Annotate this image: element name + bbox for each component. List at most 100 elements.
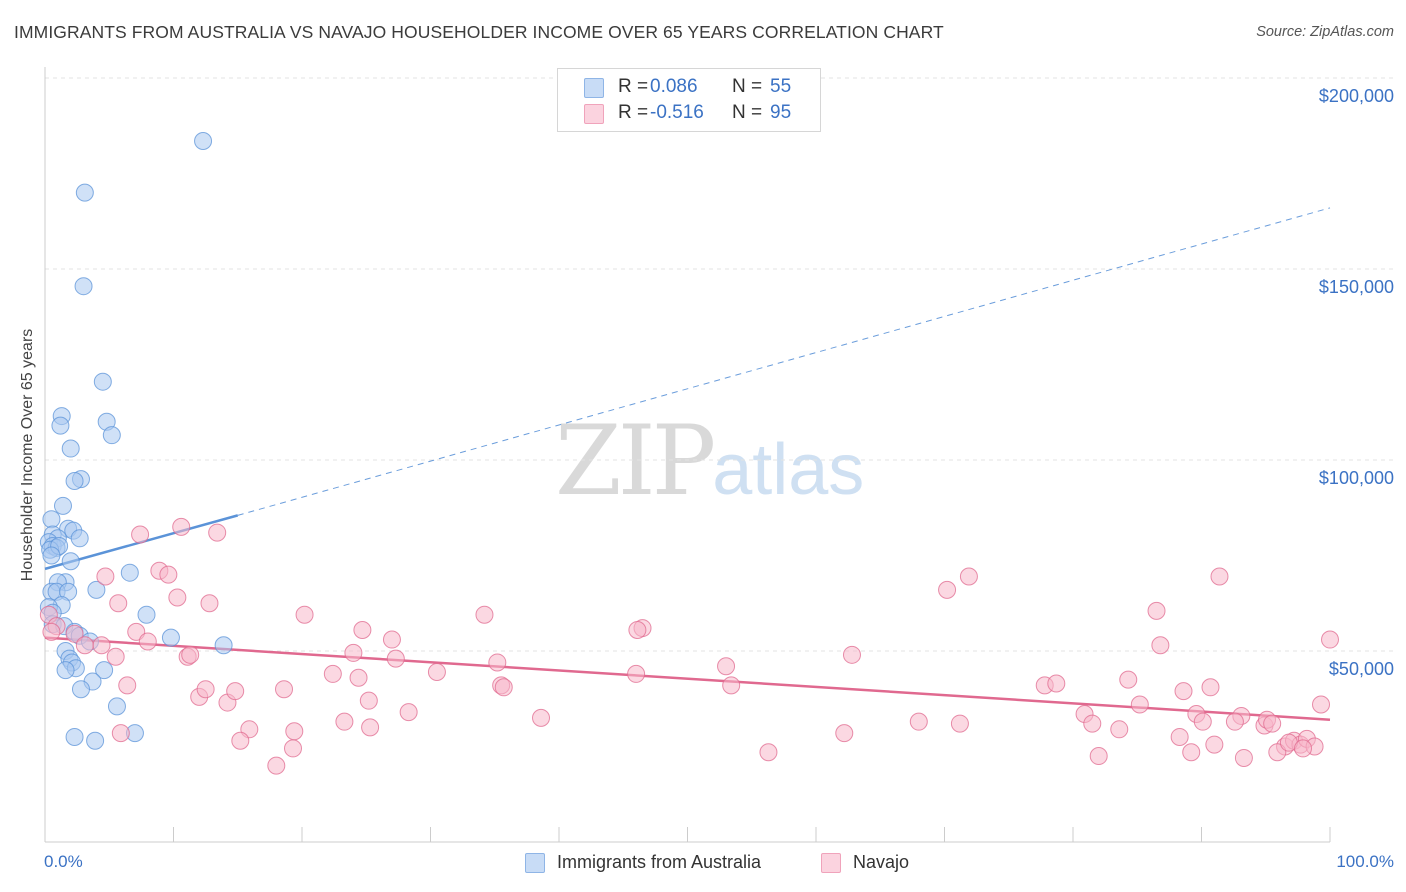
legend-n-label: N = [732, 102, 763, 123]
data-point [285, 722, 304, 741]
y-tick-label-50000: $50,000 [1328, 659, 1394, 679]
trend-lines [44, 207, 1331, 722]
data-point [1083, 714, 1102, 733]
data-point [1225, 712, 1244, 731]
data-point [161, 628, 180, 647]
data-point [137, 605, 156, 624]
bottom-legend-swatch-australia [525, 853, 545, 873]
data-point [159, 565, 178, 584]
axes [44, 67, 1331, 843]
data-point [1182, 743, 1201, 762]
data-point [75, 636, 94, 655]
data-point [181, 645, 200, 664]
data-point [475, 605, 494, 624]
data-point [92, 636, 111, 655]
data-point [131, 525, 150, 544]
y-axis-label: Householder Income Over 65 years [19, 328, 36, 582]
data-point [53, 496, 72, 515]
data-point [1234, 748, 1253, 767]
watermark-atlas: atlas [712, 430, 865, 510]
bottom-legend-label-australia: Immigrants from Australia [557, 852, 762, 872]
bottom-legend-label-navajo: Navajo [853, 852, 910, 872]
data-point [226, 682, 245, 701]
data-point [95, 661, 114, 680]
data-point [231, 731, 250, 750]
data-point [1268, 743, 1287, 762]
legend-n-value: 95 [770, 102, 792, 123]
data-point [909, 712, 928, 731]
data-point [382, 630, 401, 649]
data-point [1110, 720, 1129, 739]
data-point [1170, 727, 1189, 746]
data-point [1321, 630, 1339, 649]
data-point [75, 183, 94, 202]
data-point [1089, 747, 1108, 766]
data-point [168, 588, 187, 607]
data-point [323, 664, 342, 683]
data-point [532, 708, 551, 727]
y-tick-label-200000: $200,000 [1318, 86, 1394, 106]
data-point [1147, 601, 1166, 620]
data-point [106, 647, 125, 666]
data-point [427, 663, 446, 682]
data-point [628, 620, 647, 639]
data-point [835, 724, 854, 743]
data-point [359, 691, 378, 710]
data-point [1130, 695, 1149, 714]
data-point [842, 645, 861, 664]
data-point [717, 657, 736, 676]
data-point [70, 529, 89, 548]
data-point [214, 636, 233, 655]
data-point [107, 697, 126, 716]
data-point [386, 649, 405, 668]
data-point [86, 731, 105, 750]
data-point [172, 517, 191, 536]
data-point [1210, 567, 1229, 586]
data-point [722, 676, 741, 695]
data-point [138, 632, 157, 651]
data-point [61, 552, 80, 571]
data-point [118, 676, 137, 695]
legend: R = 0.086 N = 55 R = -0.516 N = 95 [557, 68, 821, 132]
data-point [111, 724, 130, 743]
legend-swatch-australia [584, 78, 604, 98]
data-point [295, 605, 314, 624]
data-point [120, 563, 139, 582]
data-point [65, 472, 84, 491]
data-point [399, 703, 418, 722]
x-tick-label-min: 0.0% [44, 852, 83, 871]
data-point [196, 680, 215, 699]
data-point [200, 594, 219, 613]
x-tick-label-max: 100.0% [1336, 852, 1394, 871]
data-point [344, 643, 363, 662]
data-point [61, 439, 80, 458]
legend-n-label: N = [732, 76, 763, 97]
legend-r-value: -0.516 [650, 102, 704, 123]
legend-swatch-navajo [584, 104, 604, 124]
legend-r-label: R = [618, 102, 649, 123]
data-point [1294, 739, 1313, 758]
data-point [488, 653, 507, 672]
data-point [127, 622, 146, 641]
chart-title: IMMIGRANTS FROM AUSTRALIA VS NAVAJO HOUS… [14, 22, 944, 42]
bottom-legend-swatch-navajo [821, 853, 841, 873]
data-point [627, 664, 646, 683]
watermark: ZIPatlas [555, 405, 864, 517]
data-point [353, 620, 372, 639]
data-point [71, 680, 90, 699]
data-point [42, 510, 61, 529]
data-point [1263, 714, 1282, 733]
trend-line-1 [44, 636, 1331, 722]
data-point [950, 714, 969, 733]
data-point [1047, 674, 1066, 693]
data-point [194, 132, 213, 151]
data-point [959, 567, 978, 586]
watermark-zip: ZIP [555, 405, 716, 517]
data-point [284, 739, 303, 758]
data-point [1193, 712, 1212, 731]
source-label: Source: ZipAtlas.com [1256, 24, 1394, 40]
data-point [1201, 678, 1220, 697]
data-point [494, 678, 513, 697]
data-points [39, 132, 1339, 775]
